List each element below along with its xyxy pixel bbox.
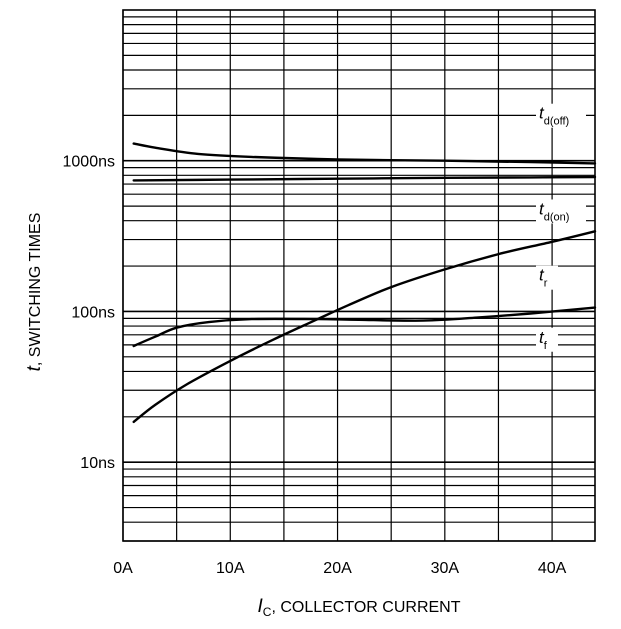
curve-label: tr xyxy=(539,266,548,290)
x-tick-label: 20A xyxy=(323,560,352,577)
series-line-t-d-off- xyxy=(132,142,597,165)
plot-frame xyxy=(122,9,596,542)
x-axis-symbol: I xyxy=(257,596,263,617)
x-axis-title: IC, COLLECTOR CURRENT xyxy=(257,596,460,619)
curve-label-background xyxy=(536,103,586,128)
series-line-t-f xyxy=(132,306,597,348)
x-tick-label: 40A xyxy=(538,560,567,577)
y-tick-labels: 10ns 100ns 1000ns xyxy=(63,154,116,472)
curve-label: td(off) xyxy=(539,104,569,128)
curve-label-background xyxy=(536,199,586,224)
x-tick-label: 0A xyxy=(113,560,133,577)
y-axis-text: , SWITCHING TIMES xyxy=(27,213,44,366)
x-tick-label: 10A xyxy=(216,560,245,577)
curve-labels: td(off) td(on) tr tf xyxy=(536,103,586,352)
curve-label-background xyxy=(536,265,558,290)
series-line-t-r xyxy=(132,230,597,424)
x-tick-label: 30A xyxy=(431,560,460,577)
y-tick-label: 10ns xyxy=(80,455,115,472)
series-line-t-d-on- xyxy=(132,175,597,182)
y-tick-label: 100ns xyxy=(71,304,115,321)
x-axis-text: , COLLECTOR CURRENT xyxy=(271,599,460,616)
curve-label: tf xyxy=(539,328,548,352)
x-axis-subscript: C xyxy=(263,605,272,619)
y-tick-label: 1000ns xyxy=(63,154,116,171)
y-axis-symbol: t xyxy=(24,365,45,371)
y-axis-title: t, SWITCHING TIMES xyxy=(24,213,45,372)
curve-label-background xyxy=(536,327,558,352)
x-tick-labels: 0A 10A 20A 30A 40A xyxy=(113,560,566,577)
grid xyxy=(122,10,595,542)
curves xyxy=(132,142,597,424)
curve-label: td(on) xyxy=(539,199,569,223)
